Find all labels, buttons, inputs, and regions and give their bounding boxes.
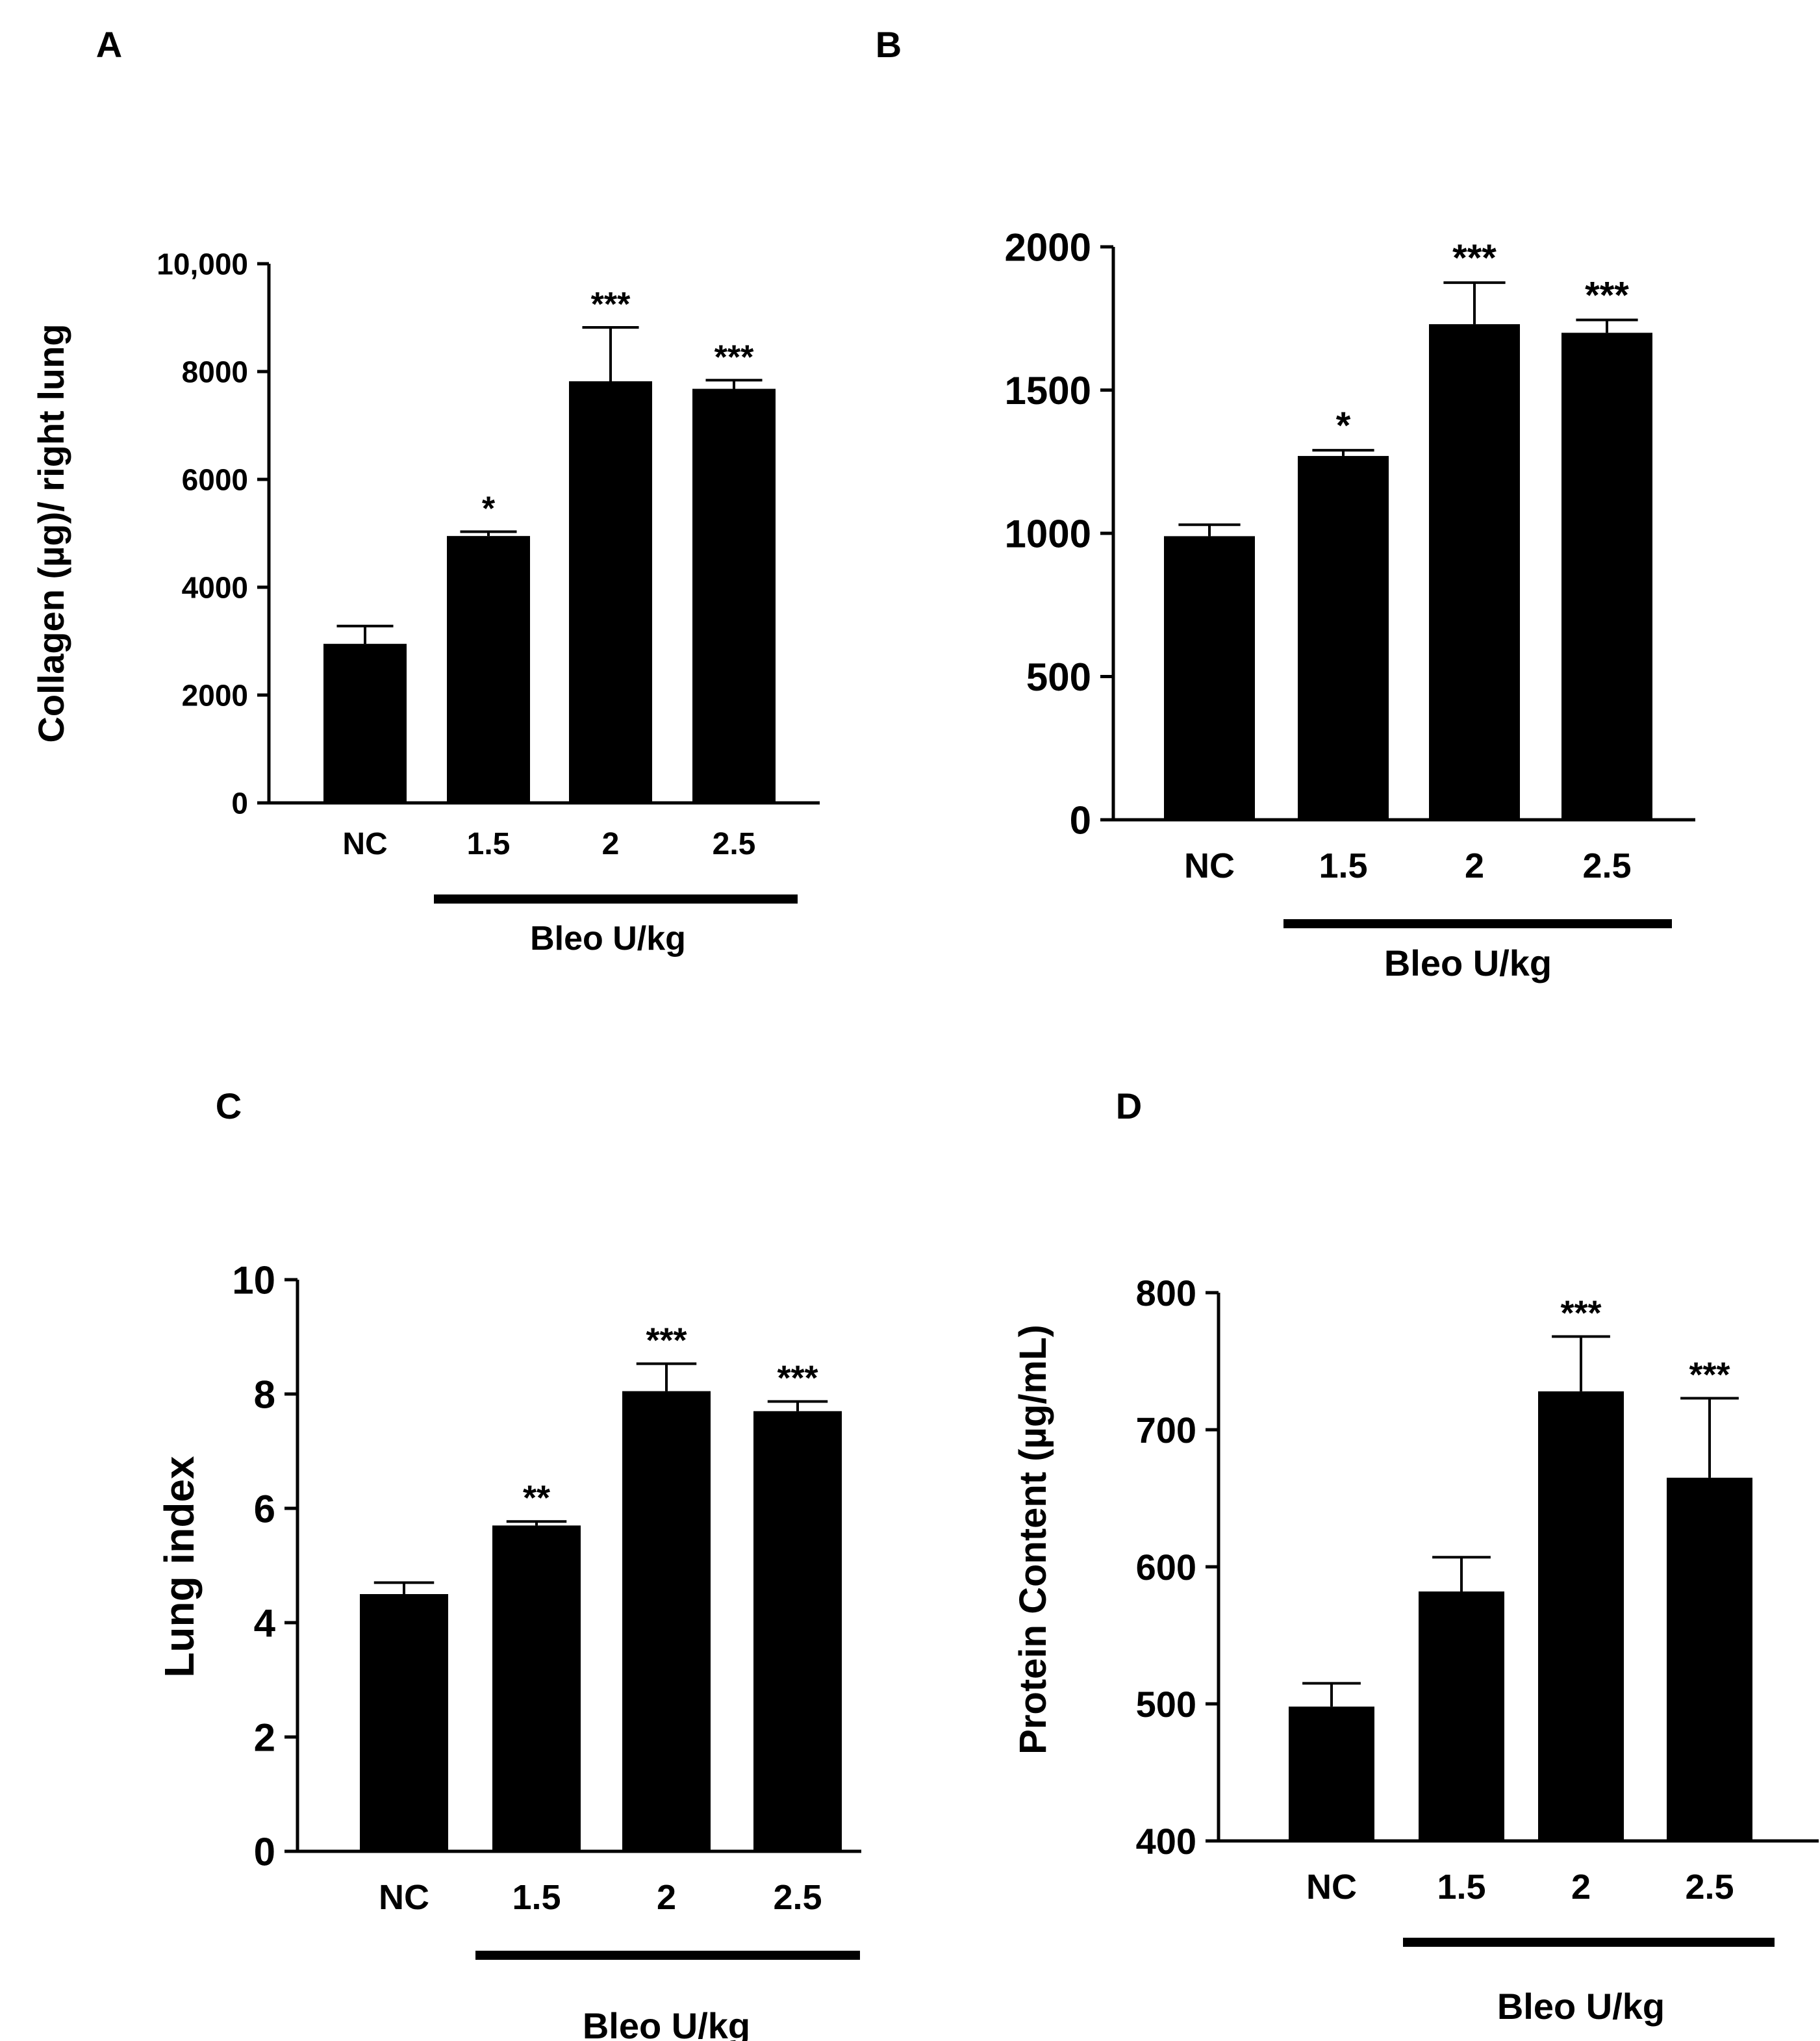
y-axis-title: Protein Content (µg/mL) <box>1012 1325 1054 1755</box>
panel-label: A <box>96 24 122 65</box>
group-bracket-label: Bleo U/kg <box>583 2005 750 2041</box>
significance-mark: *** <box>1452 237 1497 279</box>
y-tick-label: 2000 <box>182 679 248 713</box>
panel-b: B 0 500 1000 1500 2000 NC * 1.5 *** 2 *** 2.5 Bleo U/… <box>876 24 1695 983</box>
y-tick-label: 8 <box>254 1373 275 1417</box>
bar <box>1419 1591 1504 1841</box>
significance-mark: * <box>1336 405 1351 447</box>
bar <box>622 1391 711 1851</box>
y-axis-title: Lung index <box>156 1456 203 1678</box>
y-tick-label: 10,000 <box>157 247 248 281</box>
x-tick-label: 1.5 <box>467 827 511 861</box>
panel-d: D 400 500 600 700 800 Protein Content (µg/mL) N… <box>1012 1085 1819 2027</box>
bar <box>447 536 530 803</box>
panel-a: A 0 2000 4000 6000 8000 10,000 Collagen (µg)/ r… <box>31 24 820 957</box>
x-tick-label: 2.5 <box>713 827 756 861</box>
y-tick-label: 700 <box>1136 1410 1196 1451</box>
significance-mark: *** <box>591 286 631 323</box>
y-tick-label: 4 <box>254 1602 276 1645</box>
significance-mark: *** <box>646 1321 687 1360</box>
x-tick-label: 1.5 <box>512 1878 561 1917</box>
group-bracket-line <box>475 1951 860 1960</box>
y-tick-label: 6 <box>254 1488 275 1531</box>
panel-c: C 0 2 4 6 8 10 Lung index NC ** 1.5 *** 2 *** 2.5 Bleo … <box>156 1085 861 2041</box>
group-bracket-label: Bleo U/kg <box>1497 1986 1665 2027</box>
bar <box>1298 455 1389 820</box>
group-bracket-label: Bleo U/kg <box>1384 943 1552 983</box>
significance-mark: *** <box>714 338 754 376</box>
y-tick-label: 10 <box>232 1259 275 1302</box>
bar <box>323 644 407 803</box>
y-tick-label: 800 <box>1136 1273 1196 1313</box>
bar <box>1561 333 1652 820</box>
significance-mark: *** <box>777 1358 818 1397</box>
group-bracket-line <box>1403 1938 1775 1947</box>
y-tick-label: 4000 <box>182 571 248 605</box>
bar <box>1289 1706 1374 1841</box>
x-tick-label: 1.5 <box>1319 846 1367 885</box>
group-bracket-label: Bleo U/kg <box>530 920 686 957</box>
significance-mark: *** <box>1560 1294 1601 1333</box>
panel-label: D <box>1116 1085 1142 1126</box>
y-tick-label: 400 <box>1136 1821 1196 1862</box>
x-tick-label: 1.5 <box>1437 1868 1485 1907</box>
bar <box>1667 1477 1752 1841</box>
group-bracket-line <box>434 894 798 904</box>
x-tick-label: 2 <box>657 1878 676 1917</box>
x-tick-label: 2.5 <box>773 1878 822 1917</box>
y-tick-label: 8000 <box>182 355 248 389</box>
x-tick-label: NC <box>1184 846 1235 885</box>
significance-mark: ** <box>523 1478 550 1517</box>
y-tick-label: 600 <box>1136 1547 1196 1588</box>
bar <box>692 388 776 803</box>
x-tick-label: 2 <box>602 827 620 861</box>
y-tick-label: 500 <box>1026 655 1091 699</box>
panel-label: C <box>216 1085 242 1126</box>
x-tick-label: 2 <box>1571 1868 1591 1907</box>
x-tick-label: NC <box>1306 1868 1357 1907</box>
y-tick-label: 2000 <box>1005 226 1091 270</box>
significance-mark: *** <box>1585 274 1629 316</box>
panel-label: B <box>876 24 902 65</box>
group-bracket-line <box>1283 919 1672 928</box>
significance-mark: *** <box>1689 1355 1730 1394</box>
y-tick-label: 1000 <box>1005 513 1091 556</box>
y-tick-label: 6000 <box>182 463 248 497</box>
y-tick-label: 0 <box>231 787 248 820</box>
bar <box>1538 1391 1624 1841</box>
bar <box>1429 324 1520 820</box>
x-tick-label: NC <box>379 1878 429 1917</box>
bar <box>1164 536 1255 820</box>
y-axis-title: Collagen (µg)/ right lung <box>31 323 71 742</box>
x-tick-label: 2.5 <box>1685 1868 1734 1907</box>
bar <box>753 1411 842 1851</box>
x-tick-label: NC <box>342 827 387 861</box>
y-tick-label: 2 <box>254 1716 275 1760</box>
x-tick-label: 2.5 <box>1582 846 1631 885</box>
y-tick-label: 0 <box>254 1831 275 1874</box>
y-tick-label: 0 <box>1070 799 1091 843</box>
y-tick-label: 500 <box>1136 1684 1196 1725</box>
bar <box>569 381 652 803</box>
y-tick-label: 1500 <box>1005 369 1091 412</box>
significance-mark: * <box>482 490 496 528</box>
bar <box>492 1525 581 1851</box>
x-tick-label: 2 <box>1465 846 1484 885</box>
bar <box>360 1594 448 1851</box>
